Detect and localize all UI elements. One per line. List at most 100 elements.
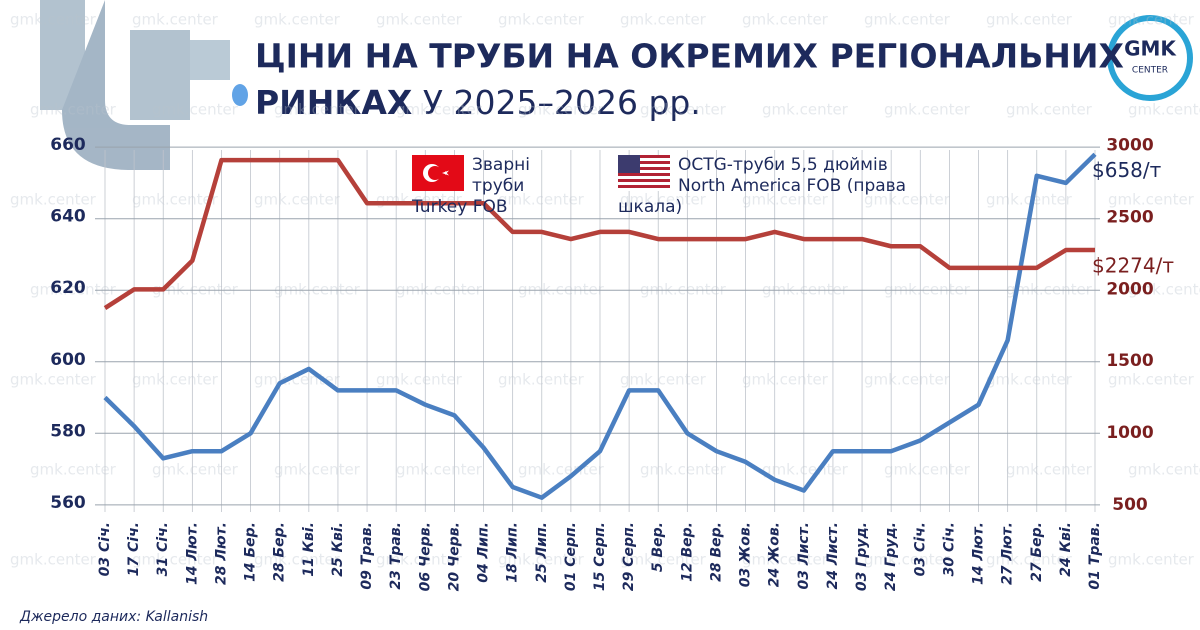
watermark: gmk.center — [986, 371, 1073, 389]
title-bold: РИНКАХ — [255, 83, 412, 122]
watermark: gmk.center — [396, 461, 483, 479]
watermark: gmk.center — [498, 551, 585, 569]
x-tick-label: 11 Кві. — [301, 522, 317, 577]
watermark: gmk.center — [132, 371, 219, 389]
watermark: gmk.center — [742, 191, 829, 209]
watermark: gmk.center — [742, 371, 829, 389]
y-tick-label: 640 — [50, 207, 86, 227]
x-tick-label: 27 Лют. — [1000, 522, 1016, 585]
x-tick-label: 29 Серп. — [621, 522, 637, 591]
watermark: gmk.center — [1108, 191, 1195, 209]
x-tick-label: 15 Серп. — [592, 522, 608, 591]
flag-turkey — [412, 155, 464, 191]
logo-bottom: CENTER — [1132, 66, 1168, 76]
watermark: gmk.center — [640, 101, 727, 119]
watermark: gmk.center — [152, 281, 239, 299]
x-tick-label: 24 Кві. — [1058, 522, 1074, 577]
watermark: gmk.center — [132, 191, 219, 209]
x-tick-label: 18 Лип. — [505, 522, 521, 583]
watermark: gmk.center — [1108, 11, 1195, 29]
watermark: gmk.center — [1128, 101, 1200, 119]
watermark: gmk.center — [864, 371, 951, 389]
chart-title: ЦІНИ НА ТРУБИ НА ОКРЕМИХ РЕГІОНАЛЬНИХ — [255, 37, 1124, 76]
legend-item: OCTG-труби 5,5 дюймів North America FOB … — [618, 155, 918, 218]
x-tick-label: 03 Груд. — [854, 522, 870, 591]
x-tick-label: 14 Бер. — [243, 522, 259, 582]
watermark: gmk.center — [640, 461, 727, 479]
y-tick-label: 660 — [50, 135, 86, 155]
x-tick-label: 06 Черв. — [417, 522, 433, 591]
watermark: gmk.center — [986, 551, 1073, 569]
watermark: gmk.center — [986, 11, 1073, 29]
y2-tick-label: 1000 — [1106, 423, 1153, 443]
watermark: gmk.center — [864, 11, 951, 29]
watermark: gmk.center — [10, 551, 97, 569]
end-annotation: $2274/т — [1092, 254, 1174, 278]
watermark: gmk.center — [498, 11, 585, 29]
watermark: gmk.center — [742, 551, 829, 569]
watermark: gmk.center — [254, 191, 341, 209]
logo-top: GMK — [1124, 37, 1177, 61]
x-tick-label: 30 Січ. — [941, 522, 957, 576]
watermark: gmk.center — [640, 281, 727, 299]
watermark: gmk.center — [30, 281, 117, 299]
x-tick-label: 24 Груд. — [883, 522, 899, 591]
watermark: gmk.center — [396, 101, 483, 119]
x-tick-label: 5 Вер. — [650, 522, 666, 572]
watermark: gmk.center — [518, 281, 605, 299]
watermark: gmk.center — [396, 281, 483, 299]
watermark: gmk.center — [620, 191, 707, 209]
watermark: gmk.center — [620, 551, 707, 569]
logo: GMK CENTER — [1107, 15, 1193, 101]
y-tick-label: 560 — [50, 493, 86, 513]
watermark: gmk.center — [864, 191, 951, 209]
watermark: gmk.center — [1108, 551, 1195, 569]
watermark: gmk.center — [742, 11, 829, 29]
watermark: gmk.center — [762, 281, 849, 299]
watermark: gmk.center — [132, 551, 219, 569]
watermark: gmk.center — [10, 371, 97, 389]
series-line — [103, 152, 1097, 500]
end-annotation: $658/т — [1092, 158, 1162, 182]
x-tick-label: 20 Черв. — [446, 522, 462, 591]
y2-tick-label: 2000 — [1106, 279, 1153, 299]
x-tick-label: 23 Трав. — [388, 522, 404, 590]
watermark: gmk.center — [762, 461, 849, 479]
watermark: gmk.center — [274, 281, 361, 299]
watermark: gmk.center — [376, 551, 463, 569]
x-tick-label: 28 Лют. — [213, 522, 229, 585]
y-tick-label: 600 — [50, 350, 86, 370]
x-tick-label: 03 Жов. — [738, 522, 754, 587]
watermark: gmk.center — [10, 11, 97, 29]
watermark: gmk.center — [376, 11, 463, 29]
chart-title-line2: РИНКАХ У 2025–2026 рр. — [255, 83, 701, 122]
watermark: gmk.center — [274, 461, 361, 479]
x-tick-label: 14 Лют. — [184, 522, 200, 585]
watermark: gmk.center — [152, 101, 239, 119]
x-tick-label: 12 Вер. — [679, 522, 695, 582]
y-tick-label: 620 — [50, 278, 86, 298]
x-tick-label: 03 Січ. — [912, 522, 928, 576]
watermark: gmk.center — [10, 191, 97, 209]
watermark: gmk.center — [884, 101, 971, 119]
x-tick-label: 03 Січ. — [97, 522, 113, 576]
watermark: gmk.center — [1006, 101, 1093, 119]
watermark: gmk.center — [884, 461, 971, 479]
watermark: gmk.center — [254, 11, 341, 29]
pipe-decoration — [40, 0, 248, 170]
watermark: gmk.center — [864, 551, 951, 569]
watermark: gmk.center — [1006, 461, 1093, 479]
x-tick-label: 31 Січ. — [155, 522, 171, 576]
watermark: gmk.center — [1128, 461, 1200, 479]
watermark: gmk.center — [274, 101, 361, 119]
flag-usa — [618, 155, 670, 191]
x-tick-label: 04 Лип. — [476, 522, 492, 583]
x-tick-label: 14 Лют. — [971, 522, 987, 585]
series-line — [103, 157, 1095, 310]
x-tick-label: 09 Трав. — [359, 522, 375, 590]
watermark: gmk.center — [498, 191, 585, 209]
legend-label: Зварні труби Turkey FOB — [412, 155, 530, 217]
source: Джерело даних: Kallanish — [19, 609, 208, 625]
watermark: gmk.center — [152, 461, 239, 479]
